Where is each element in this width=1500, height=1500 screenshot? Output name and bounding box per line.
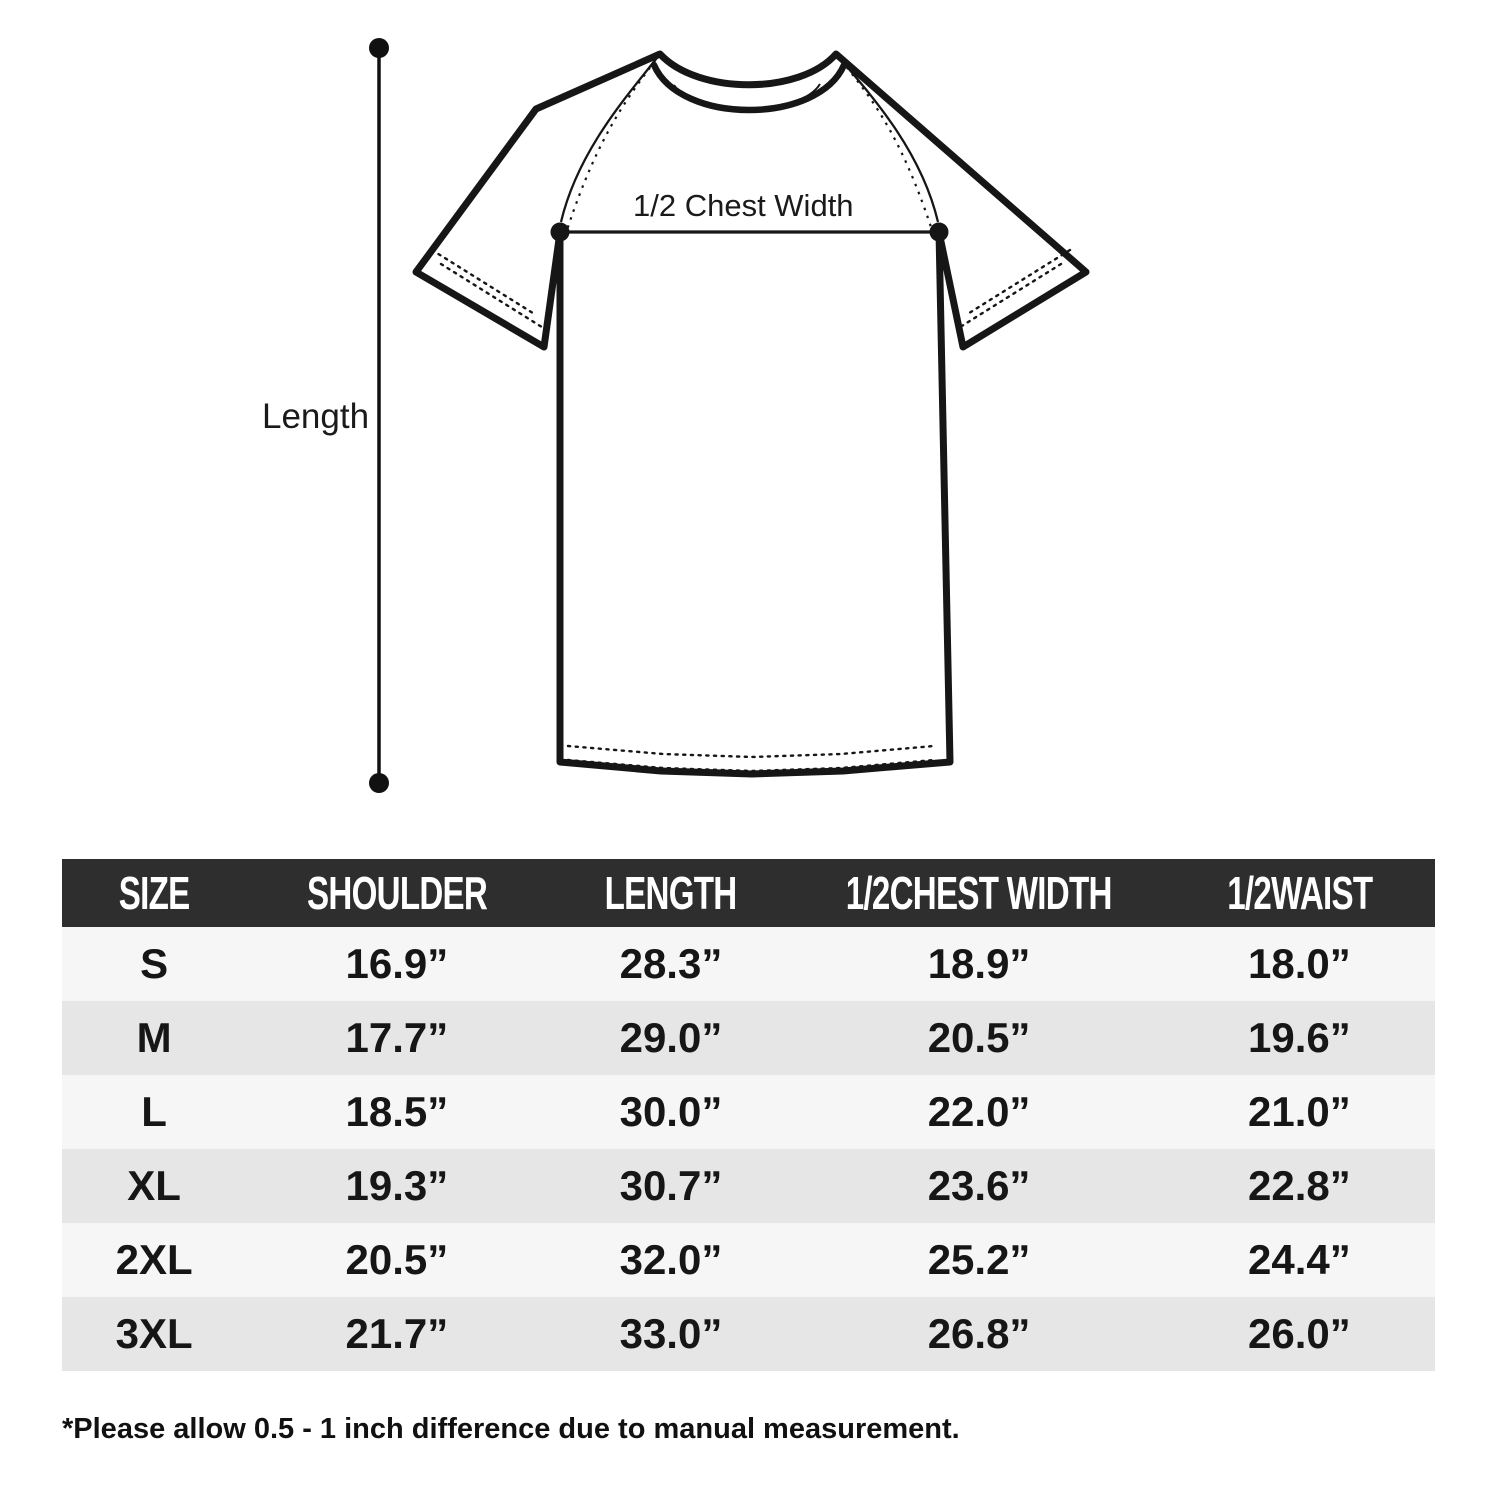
svg-text:1/2 Chest Width: 1/2 Chest Width xyxy=(633,188,854,223)
svg-text:Length: Length xyxy=(262,397,369,436)
